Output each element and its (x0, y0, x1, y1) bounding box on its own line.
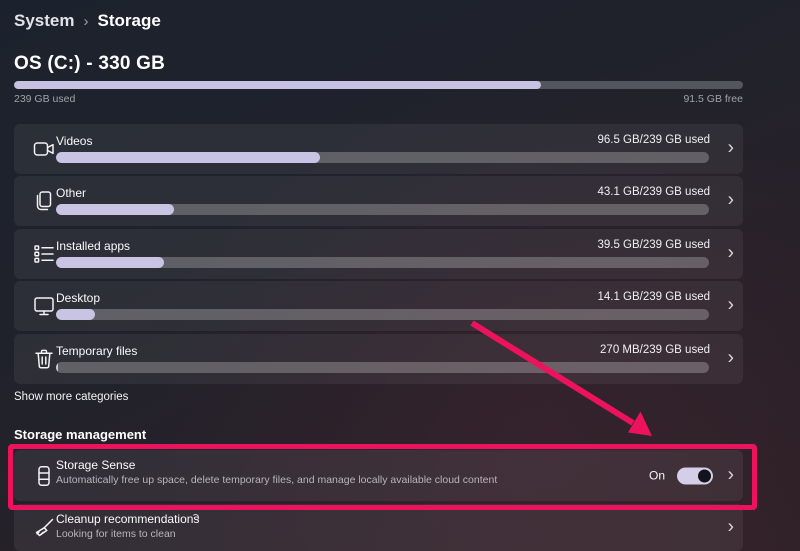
category-usage: 14.1 GB/239 GB used (597, 291, 710, 303)
toggle-state-label: On (648, 468, 665, 483)
category-usage-bar-fill (56, 309, 95, 320)
category-label: Desktop (56, 291, 101, 305)
category-usage: 270 MB/239 GB used (600, 344, 710, 356)
storage-management-section-title: Storage management (14, 427, 147, 442)
chevron-right-icon: › (727, 189, 734, 211)
drive-used-label: 239 GB used (14, 93, 76, 105)
monitor-icon (32, 294, 56, 318)
category-usage-bar-fill (56, 257, 164, 268)
category-label: Videos (56, 134, 93, 148)
category-row-other[interactable]: Other 43.1 GB/239 GB used › (14, 176, 743, 226)
chevron-right-icon: › (727, 463, 734, 485)
storage-sense-toggle[interactable] (677, 467, 713, 484)
broom-icon (32, 516, 56, 540)
breadcrumb-separator-icon: › (83, 13, 89, 30)
category-row-installed-apps[interactable]: Installed apps 39.5 GB/239 GB used › (14, 229, 743, 279)
category-row-desktop[interactable]: Desktop 14.1 GB/239 GB used › (14, 281, 743, 331)
storage-sense-title: Storage Sense (56, 458, 136, 472)
drive-free-label: 91.5 GB free (683, 93, 743, 105)
video-camera-icon (32, 137, 56, 161)
category-row-videos[interactable]: Videos 96.5 GB/239 GB used › (14, 124, 743, 174)
category-label: Installed apps (56, 239, 131, 253)
storage-sense-row[interactable]: Storage Sense Automatically free up spac… (14, 450, 743, 501)
category-usage-bar-fill (56, 204, 174, 215)
cleanup-recommendations-description: Looking for items to clean (56, 528, 176, 540)
category-usage-bar (56, 309, 709, 320)
show-more-categories-link[interactable]: Show more categories (14, 391, 129, 403)
category-usage-bar (56, 362, 709, 373)
category-label: Temporary files (56, 344, 138, 358)
apps-list-icon (32, 242, 56, 266)
drive-usage-labels: 239 GB used 91.5 GB free (14, 93, 743, 105)
breadcrumb: System › Storage (14, 11, 161, 31)
category-row-temporary-files[interactable]: Temporary files 270 MB/239 GB used › (14, 334, 743, 384)
storage-sense-toggle-group: On (649, 467, 713, 484)
category-usage-bar (56, 204, 709, 215)
category-usage-bar-fill (56, 362, 58, 373)
storage-sense-description: Automatically free up space, delete temp… (56, 474, 498, 486)
category-usage-bar (56, 257, 709, 268)
chevron-right-icon: › (727, 294, 734, 316)
chevron-right-icon: › (727, 515, 734, 537)
category-usage: 39.5 GB/239 GB used (597, 239, 710, 251)
trash-icon (32, 347, 56, 371)
chevron-right-icon: › (727, 137, 734, 159)
storage-drive-icon (32, 464, 56, 488)
chevron-right-icon: › (727, 347, 734, 369)
category-usage-bar-fill (56, 152, 320, 163)
breadcrumb-system[interactable]: System (14, 11, 75, 30)
chevron-right-icon: › (727, 242, 734, 264)
loading-spinner-icon (192, 514, 199, 521)
category-usage: 96.5 GB/239 GB used (597, 134, 710, 146)
drive-title: OS (C:) - 330 GB (14, 53, 165, 74)
drive-usage-bar (14, 81, 743, 89)
documents-icon (32, 189, 56, 213)
cleanup-recommendations-row[interactable]: Cleanup recommendations Looking for item… (14, 504, 743, 551)
breadcrumb-storage: Storage (97, 11, 161, 30)
category-usage-bar (56, 152, 709, 163)
cleanup-recommendations-title: Cleanup recommendations (56, 512, 200, 526)
category-usage: 43.1 GB/239 GB used (597, 186, 710, 198)
category-label: Other (56, 186, 87, 200)
toggle-knob (698, 469, 711, 482)
drive-usage-bar-fill (14, 81, 542, 89)
